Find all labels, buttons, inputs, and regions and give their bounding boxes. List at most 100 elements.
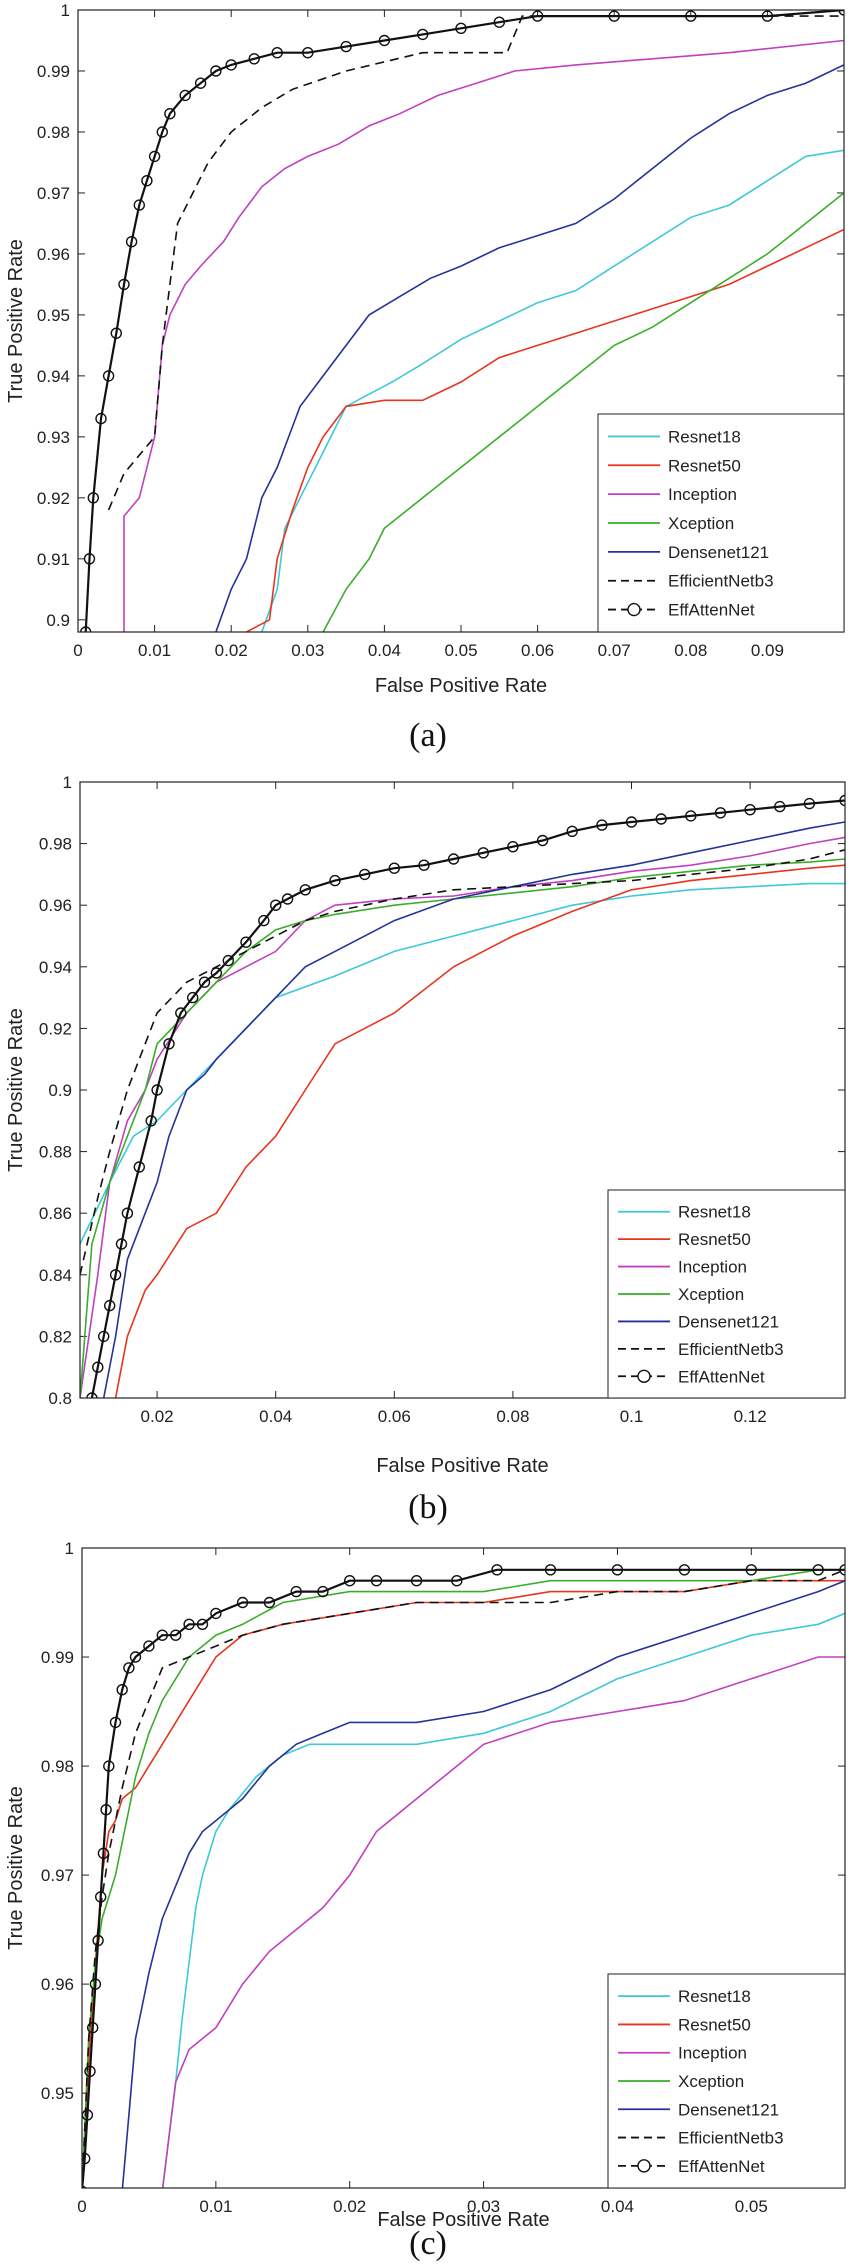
data-point-effattennet	[89, 1978, 102, 1990]
legend-label: Densenet121	[668, 543, 769, 562]
legend-label: Inception	[678, 2044, 747, 2063]
data-point-effattennet	[248, 53, 260, 65]
data-point-effattennet	[145, 1115, 157, 1127]
data-point-effattennet	[210, 967, 223, 979]
data-point-effattennet	[596, 819, 608, 831]
y-tick-label: 0.93	[37, 428, 70, 447]
data-point-effattennet	[115, 1238, 128, 1250]
data-point-effattennet	[83, 553, 96, 565]
data-point-effattennet	[477, 847, 489, 859]
y-tick-label: 0.98	[39, 835, 72, 854]
x-tick-label: 0.04	[601, 2197, 634, 2216]
caption-a: (a)	[409, 717, 447, 754]
series-line-resnet50	[246, 228, 844, 632]
axes-frame	[77, 9, 845, 633]
data-point-effattennet	[378, 34, 391, 47]
data-point-effattennet	[625, 816, 638, 828]
data-point-effattennet	[536, 834, 549, 847]
data-point-effattennet	[240, 936, 252, 948]
data-point-effattennet	[123, 1662, 135, 1674]
data-point-effattennet	[774, 800, 786, 813]
series-line-inception	[123, 39, 844, 632]
data-point-effattennet	[109, 1716, 122, 1729]
data-point-effattennet	[839, 794, 845, 807]
series-line-densenet121	[102, 821, 845, 1398]
data-point-effattennet	[685, 810, 697, 822]
data-point-effattennet	[164, 107, 176, 120]
legend-label: EfficientNetb3	[678, 2129, 784, 2148]
data-point-effattennet	[121, 1207, 134, 1219]
y-tick-label: 0.99	[37, 62, 70, 81]
legend-marker	[637, 2159, 651, 2173]
legend-label: EfficientNetb3	[678, 1340, 784, 1359]
y-tick-label: 0.9	[46, 611, 70, 630]
y-tick-label: 0.96	[41, 1975, 74, 1994]
y-tick-label: 0.92	[39, 1019, 72, 1038]
y-tick-label: 0.91	[37, 550, 70, 569]
data-point-effattennet	[744, 804, 756, 816]
x-tick-label: 0.05	[735, 2197, 768, 2216]
x-tick-label: 0.02	[215, 641, 248, 660]
y-tick-label: 0.97	[37, 184, 70, 203]
y-tick-label: 0.9	[48, 1081, 72, 1100]
series-line-resnet18	[261, 149, 844, 632]
data-point-effattennet	[410, 1575, 423, 1587]
data-point-effattennet	[84, 2065, 96, 2077]
data-point-effattennet	[92, 1361, 104, 1373]
x-tick-label: 0.01	[138, 641, 171, 660]
data-point-effattennet	[103, 1299, 116, 1312]
series-line-resnet50	[114, 864, 845, 1398]
data-point-effattennet	[109, 1269, 122, 1281]
y-tick-label: 0.96	[39, 896, 72, 915]
axes-frame	[81, 1547, 846, 2189]
roc-chart-c: (c) 0 0.01 0.02 0.03 0.04 0.05 0.95 0.96 0.97 0.9…	[5, 1539, 846, 2262]
x-tick-label: 0	[73, 641, 82, 660]
y-axis-label: True Positive Rate	[5, 1786, 27, 1950]
legend-label: EffAttenNet	[678, 2157, 765, 2176]
x-tick-label: 0.09	[751, 641, 784, 660]
data-point-effattennet	[116, 1683, 128, 1696]
data-point-effattennet	[141, 174, 153, 187]
data-point-effattennet	[531, 10, 544, 22]
data-point-effattennet	[417, 28, 429, 41]
data-point-effattennet	[129, 1651, 142, 1663]
y-tick-label: 0.84	[39, 1266, 72, 1285]
data-point-effattennet	[175, 1007, 187, 1019]
data-point-effattennet	[745, 1564, 757, 1576]
data-point-effattennet	[110, 327, 123, 339]
data-point-effattennet	[451, 1575, 463, 1587]
data-point-effattennet	[418, 859, 430, 871]
y-tick-label: 0.88	[39, 1143, 72, 1162]
x-tick-label: 0.06	[521, 641, 554, 660]
legend-label: EfficientNetb3	[668, 572, 774, 591]
data-point-effattennet	[388, 862, 400, 874]
data-point-effattennet	[103, 1760, 115, 1772]
data-point-effattennet	[812, 1564, 824, 1576]
legend-label: Resnet18	[678, 1987, 751, 2006]
y-tick-label: 1	[63, 773, 72, 792]
x-tick-label: 0.01	[199, 2197, 232, 2216]
data-point-effattennet	[156, 1629, 169, 1641]
data-point-effattennet	[151, 1084, 163, 1096]
roc-chart-a: (a) 0 0.01 0.02 0.03 0.04 0.05 0.06 0.07 0.08 0.0…	[5, 1, 845, 754]
legend-label: Resnet18	[668, 427, 741, 446]
y-tick-label: 0.82	[39, 1327, 72, 1346]
data-point-effattennet	[179, 89, 191, 102]
y-tick-label: 0.95	[41, 2084, 74, 2103]
y-tick-label: 0.96	[37, 245, 70, 264]
legend-label: Densenet121	[678, 2100, 779, 2119]
data-point-effattennet	[183, 1618, 195, 1631]
y-tick-label: 0.95	[37, 306, 70, 325]
x-tick-label: 0.1	[620, 1407, 644, 1426]
series-line-xception	[82, 1569, 845, 2188]
x-tick-label: 0.08	[496, 1407, 529, 1426]
data-point-effattennet	[608, 10, 620, 22]
data-point-effattennet	[133, 1161, 146, 1173]
x-tick-label: 0.07	[598, 641, 631, 660]
data-point-effattennet	[225, 59, 237, 71]
y-tick-label: 0.97	[41, 1866, 74, 1885]
x-tick-label: 0.03	[291, 641, 324, 660]
data-point-effattennet	[210, 65, 222, 77]
legend-label: Xception	[668, 514, 734, 533]
